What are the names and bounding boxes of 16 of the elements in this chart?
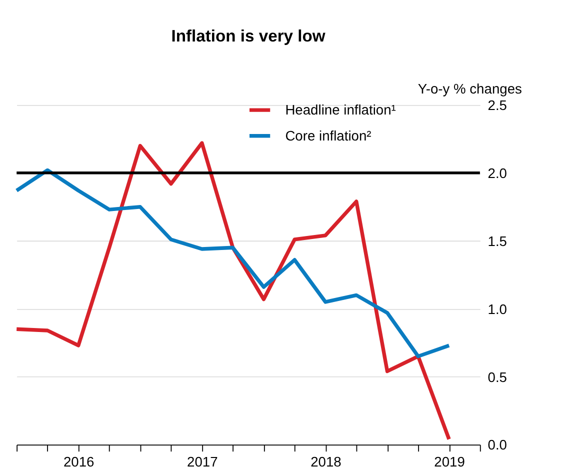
y-tick-label: 2.5: [488, 97, 508, 114]
line-series: [14, 168, 451, 358]
y-tick-label: 0.0: [488, 436, 508, 453]
x-tick-label: 2018: [310, 453, 342, 470]
line-series: [14, 141, 451, 442]
y-tick-label: 2.0: [488, 164, 508, 181]
y-tick-label: 0.5: [488, 368, 508, 385]
x-tick-label: 2017: [187, 453, 218, 470]
legend-label: Core inflation²: [285, 128, 372, 144]
y-tick-label: 1.0: [488, 300, 508, 317]
x-tick-label: 2019: [434, 453, 466, 470]
y-axis-title: Y-o-y % changes: [418, 80, 522, 96]
legend-label: Headline inflation¹: [285, 102, 396, 118]
x-tick-label: 2016: [63, 453, 95, 470]
chart-title: Inflation is very low: [171, 26, 326, 46]
y-tick-label: 1.5: [488, 232, 508, 249]
